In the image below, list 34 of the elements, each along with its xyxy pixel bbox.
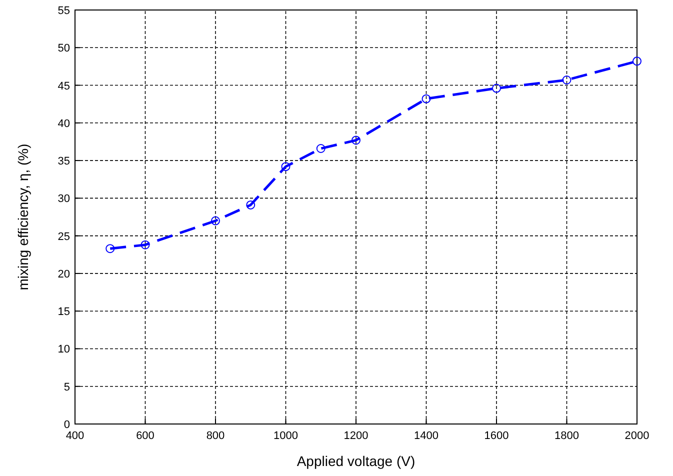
y-axis-title: mixing efficiency, η, (%): [15, 144, 31, 290]
y-tick-label: 20: [58, 268, 70, 280]
point: [492, 84, 501, 93]
x-tick-label: 800: [206, 430, 225, 442]
y-tick-label: 15: [58, 306, 70, 318]
y-tick-label: 10: [58, 344, 70, 356]
x-tick-label: 2000: [624, 430, 650, 442]
x-tick-label: 1400: [414, 430, 438, 442]
x-tick-label: 1000: [274, 430, 298, 442]
x-tick-label: 600: [136, 430, 154, 442]
point: [562, 76, 572, 85]
x-tick-label: 1800: [554, 430, 579, 442]
point: [422, 94, 431, 104]
x-tick-label: 400: [66, 430, 84, 442]
y-tick-label: 55: [58, 5, 70, 17]
point: [211, 216, 220, 226]
y-tick-label: 35: [58, 156, 70, 168]
point: [281, 162, 290, 172]
y-tick-label: 25: [58, 230, 70, 243]
y-tick-label: 0: [64, 419, 70, 431]
y-tick-label: 45: [58, 80, 70, 92]
point: [246, 200, 256, 210]
x-tick-label: 1600: [484, 430, 509, 442]
y-tick-label: 40: [58, 118, 70, 130]
y-tick-label: 50: [58, 42, 70, 55]
point: [352, 136, 360, 145]
point: [106, 244, 115, 254]
point: [632, 56, 642, 66]
x-tick-label: 1200: [344, 430, 368, 442]
point: [140, 240, 150, 250]
point: [316, 144, 326, 153]
y-tick-label: 30: [58, 193, 70, 206]
y-tick-label: 5: [64, 381, 70, 394]
x-axis-title: Applied voltage (V): [296, 453, 416, 469]
